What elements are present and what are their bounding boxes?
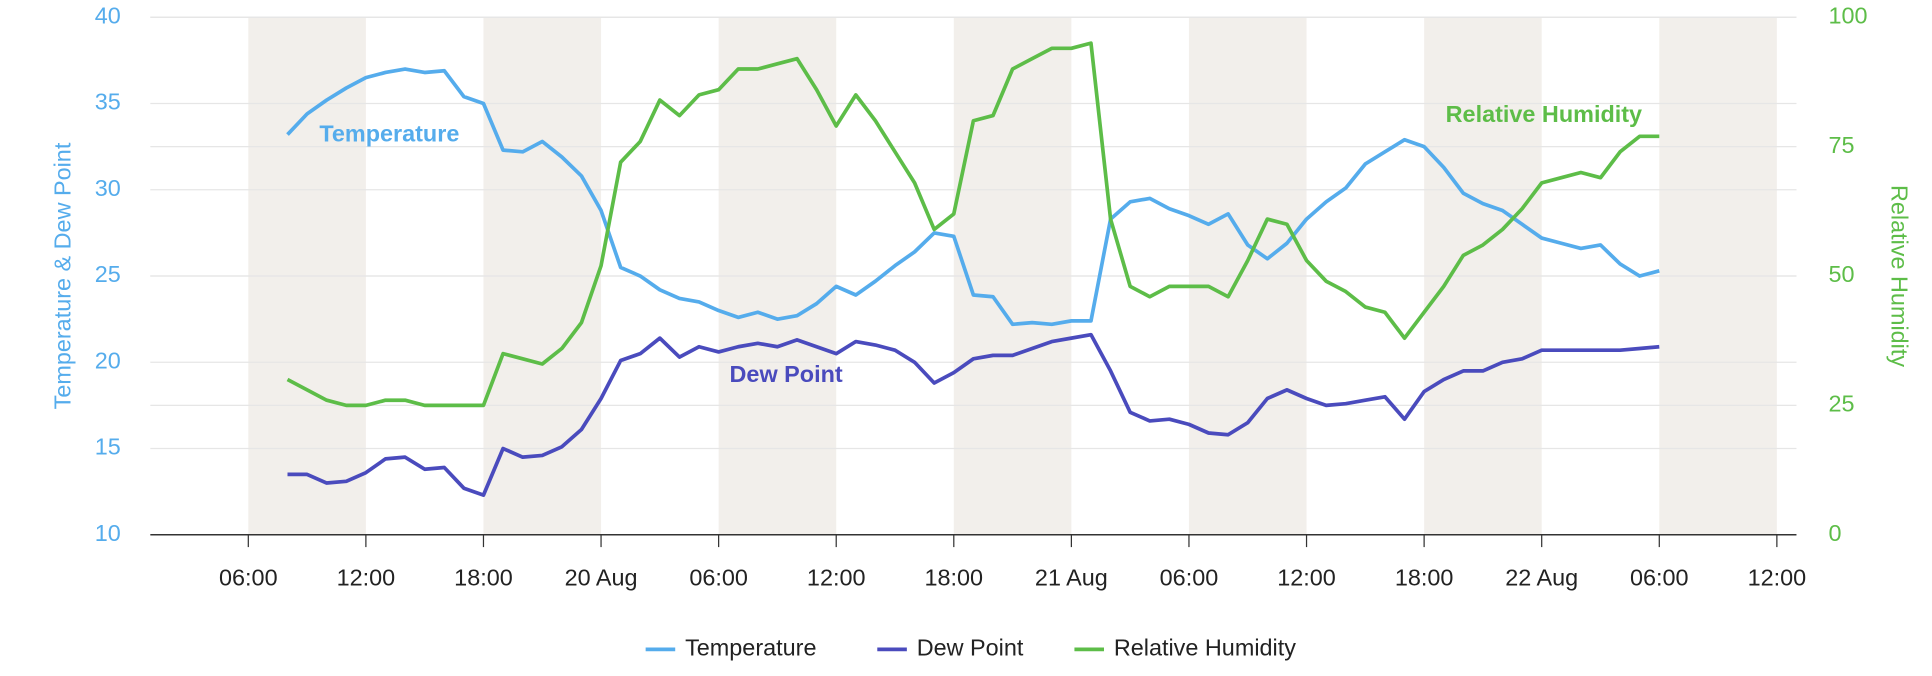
y-axis-title: Temperature & Dew Point [49, 142, 75, 409]
y2-tick-label: 50 [1829, 261, 1855, 287]
x-tick-label: 06:00 [219, 564, 278, 590]
series-line [286, 41, 1660, 408]
legend: Temperature Dew Point Relative Humidity [645, 635, 1296, 661]
y-tick-label: 40 [95, 2, 121, 28]
y2-tick-label: 75 [1829, 132, 1855, 158]
x-tick-label: 06:00 [1630, 564, 1689, 590]
annotation: Dew Point [730, 361, 843, 387]
y2-tick-label: 100 [1829, 2, 1868, 28]
legend-label: Temperature [685, 635, 816, 661]
annotation: Relative Humidity [1446, 101, 1642, 127]
y-tick-label: 15 [95, 434, 121, 460]
x-tick-label: 12:00 [337, 564, 396, 590]
legend-label: Dew Point [917, 635, 1024, 661]
x-tick-label: 06:00 [689, 564, 748, 590]
x-tick-label: 22 Aug [1505, 564, 1578, 590]
x-tick-label: 06:00 [1160, 564, 1219, 590]
x-tick-label: 21 Aug [1035, 564, 1108, 590]
x-tick-label: 12:00 [1748, 564, 1807, 590]
series-line [287, 332, 1660, 497]
legend-label: Relative Humidity [1114, 635, 1296, 661]
x-tick-label: 20 Aug [565, 564, 638, 590]
y-tick-label: 35 [95, 89, 121, 115]
y2-tick-label: 25 [1829, 391, 1855, 417]
x-tick-label: 18:00 [1395, 564, 1454, 590]
annotation: Temperature [319, 121, 459, 147]
y-tick-label: 10 [95, 520, 121, 546]
x-tick-label: 12:00 [1277, 564, 1336, 590]
x-tick-label: 18:00 [454, 564, 513, 590]
y2-axis-title: Relative Humidity [1886, 185, 1912, 367]
y-tick-label: 25 [95, 261, 121, 287]
x-tick-label: 18:00 [925, 564, 984, 590]
series-line [286, 67, 1660, 327]
y-tick-label: 20 [95, 347, 121, 373]
x-tick-label: 12:00 [807, 564, 866, 590]
y2-tick-label: 0 [1829, 520, 1842, 546]
y-tick-label: 30 [95, 175, 121, 201]
